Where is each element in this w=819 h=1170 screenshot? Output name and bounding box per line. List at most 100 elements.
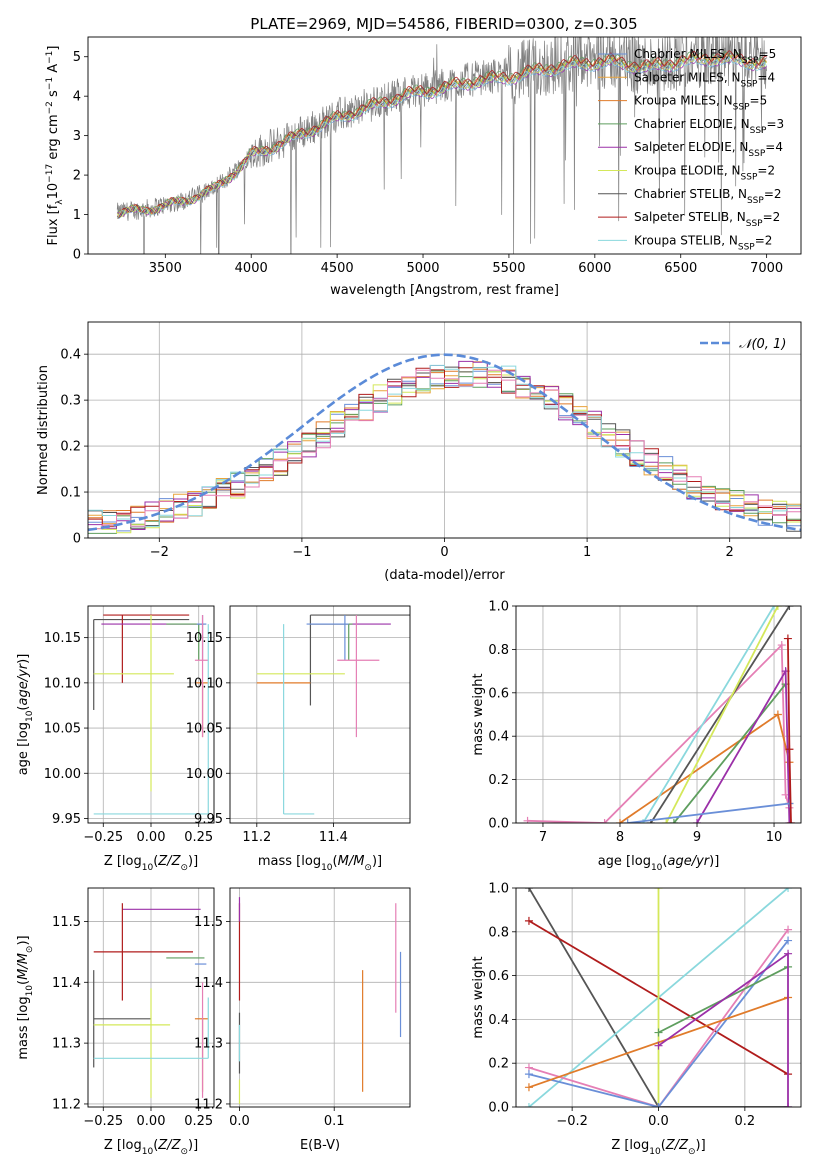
weight-marker-salpeter_elodie — [654, 1041, 663, 1050]
errorbar-pink — [337, 615, 380, 738]
errorbar-chabrier_miles — [306, 615, 349, 661]
y-tick-label: 11.2 — [52, 1097, 81, 1112]
x-tick-label: −0.25 — [83, 1114, 123, 1129]
plot-area — [524, 888, 793, 1107]
y-tick-label: 0.8 — [488, 643, 509, 658]
weight-marker-kroupa_miles — [773, 710, 782, 719]
weight-marker-chabrier_stelib — [524, 888, 533, 892]
x-tick-label: 0.00 — [137, 1114, 166, 1129]
weight-marker-chabrier_elodie — [669, 819, 678, 823]
x-tick-label: 4000 — [235, 261, 268, 276]
x-tick-label: 3500 — [149, 261, 182, 276]
plot-area — [116, 37, 767, 254]
y-tick-label: 11.5 — [52, 915, 81, 930]
y-tick-label: 10.00 — [186, 767, 223, 782]
weight-marker-kroupa_elodie — [662, 819, 671, 823]
chart-residuals: −2 −1 0 1 2 0 0.1 0.2 0.3 0.4 (data-model)/error No… — [36, 321, 802, 583]
x-tick-label: 5000 — [406, 261, 439, 276]
x-axis-label: wavelength [Angstrom, rest frame] — [330, 283, 559, 298]
errorbar-kroupa_miles — [194, 1018, 209, 1092]
weight-marker-chabrier_miles — [785, 799, 794, 808]
y-tick-label: 1.0 — [488, 882, 509, 897]
y-tick-label: 0.6 — [488, 686, 509, 701]
y-tick-label: 10.15 — [44, 631, 81, 646]
y-axis-label: Normed distribution — [36, 365, 51, 495]
weight-marker-kroupa_miles — [524, 1083, 533, 1092]
weight-marker-chabrier_elodie — [654, 1028, 663, 1037]
y-tick-label: 9.95 — [52, 812, 81, 827]
x-tick-label: 10 — [766, 830, 783, 845]
y-tick-label: 0.0 — [488, 817, 509, 832]
x-tick-label: 0.1 — [324, 1114, 345, 1129]
errorbar-salpeter_stelib — [93, 903, 193, 1001]
legend-label-salpeter_stelib: Salpeter STELIB, NSSP=2 — [634, 210, 780, 229]
weight-marker-pink — [600, 819, 609, 823]
legend-label-kroupa_miles: Kroupa MILES, NSSP=5 — [634, 94, 767, 113]
weight-marker-pink — [777, 641, 786, 650]
weight-marker-kroupa_stelib — [524, 1103, 533, 1107]
y-tick-label: 11.4 — [52, 976, 81, 991]
weight-marker-chabrier_miles — [654, 1103, 663, 1107]
weight-marker-salpeter_stelib — [785, 745, 794, 754]
x-tick-label: 6500 — [664, 261, 697, 276]
y-tick-label: 1.0 — [488, 600, 509, 615]
x-tick-label: 6000 — [578, 261, 611, 276]
weight-marker-pink — [523, 816, 532, 823]
errorbar-kroupa_elodie — [93, 988, 171, 1098]
x-axis-label: mass [log10(M/M⊙)] — [258, 854, 382, 873]
chart-age_vs_mass: 11.2 11.4 9.95 10.00 10.05 10.10 10.15 mass [lo… — [186, 605, 411, 873]
legend-label-chabrier_miles: Chabrier MILES, NSSP=5 — [634, 47, 776, 66]
histogram-kroupa_stelib — [88, 364, 801, 528]
x-tick-label: 1 — [583, 545, 591, 560]
y-tick-label: 0.4 — [488, 1013, 509, 1028]
y-tick-label: 0 — [73, 248, 81, 263]
plot-area — [238, 897, 402, 1104]
axes-frame — [87, 321, 802, 539]
weight-marker-kroupa_stelib — [784, 888, 793, 892]
weight-marker-chabrier_stelib — [785, 606, 794, 610]
y-tick-label: 0 — [73, 532, 81, 547]
errorbar-kroupa_elodie — [93, 615, 174, 792]
x-tick-label: 11.4 — [319, 830, 348, 845]
y-tick-label: 0.6 — [488, 969, 509, 984]
x-tick-label: 8 — [616, 830, 624, 845]
x-tick-label: 5500 — [492, 261, 525, 276]
legend-label-salpeter_elodie: Salpeter ELODIE, NSSP=4 — [634, 140, 783, 159]
chart-spectrum: 3500 4000 4500 5000 5500 6000 6500 7000 0 1 2 3 4 5 wa… — [45, 36, 802, 298]
x-tick-label: 0.0 — [229, 1114, 250, 1129]
chart-mass_vs_Z: −0.25 0.00 0.25 11.2 11.3 11.4 11.5 Z [log10(Z/… — [16, 887, 215, 1157]
weight-line-salpeter_elodie — [696, 667, 791, 823]
chart-mass_vs_ebv: 0.0 0.1 11.2 11.3 11.4 11.5 E(B-V) — [194, 887, 411, 1153]
weight-line-chabrier_elodie — [673, 683, 787, 823]
weight-marker-salpeter_elodie — [784, 949, 793, 958]
chart-weight_vs_Z: −0.2 0.0 0.2 0.0 0.2 0.4 0.6 0.8 1.0 Z [log10(Z/Z… — [471, 882, 802, 1157]
weight-marker-salpeter_elodie — [693, 819, 702, 823]
weight-marker-chabrier_miles — [524, 1070, 533, 1079]
weight-line-chabrier_miles — [528, 940, 789, 1107]
y-tick-label: 2 — [73, 169, 81, 184]
y-tick-label: 0.1 — [60, 486, 81, 501]
y-axis-label: mass [log10(M/M⊙)] — [16, 935, 35, 1059]
x-tick-label: 7000 — [750, 261, 783, 276]
y-tick-label: 0.4 — [488, 730, 509, 745]
x-tick-label: 11.2 — [242, 830, 271, 845]
x-axis-label: age [log10(age/yr)] — [598, 854, 720, 873]
plot-area — [93, 903, 209, 1098]
x-axis-label: E(B-V) — [300, 1138, 340, 1153]
weight-marker-salpeter_stelib — [786, 819, 795, 823]
x-tick-label: 0.0 — [648, 1114, 669, 1129]
weight-marker-salpeter_elodie — [784, 1103, 793, 1107]
model-spectrum-kroupa_stelib — [116, 56, 767, 219]
y-tick-label: 10.10 — [186, 676, 223, 691]
weight-marker-chabrier_miles — [623, 819, 632, 823]
weight-line-chabrier_stelib — [650, 606, 791, 823]
errorbar-pink — [194, 615, 209, 738]
x-tick-label: −2 — [150, 545, 169, 560]
y-tick-label: 10.15 — [186, 631, 223, 646]
axes-frame — [515, 605, 802, 824]
weight-line-kroupa_stelib — [642, 606, 775, 823]
x-axis-label: Z [log10(Z/Z⊙)] — [104, 1138, 198, 1157]
x-tick-label: −0.25 — [83, 830, 123, 845]
legend: Chabrier MILES, NSSP=5 Salpeter MILES, NS… — [598, 47, 784, 252]
